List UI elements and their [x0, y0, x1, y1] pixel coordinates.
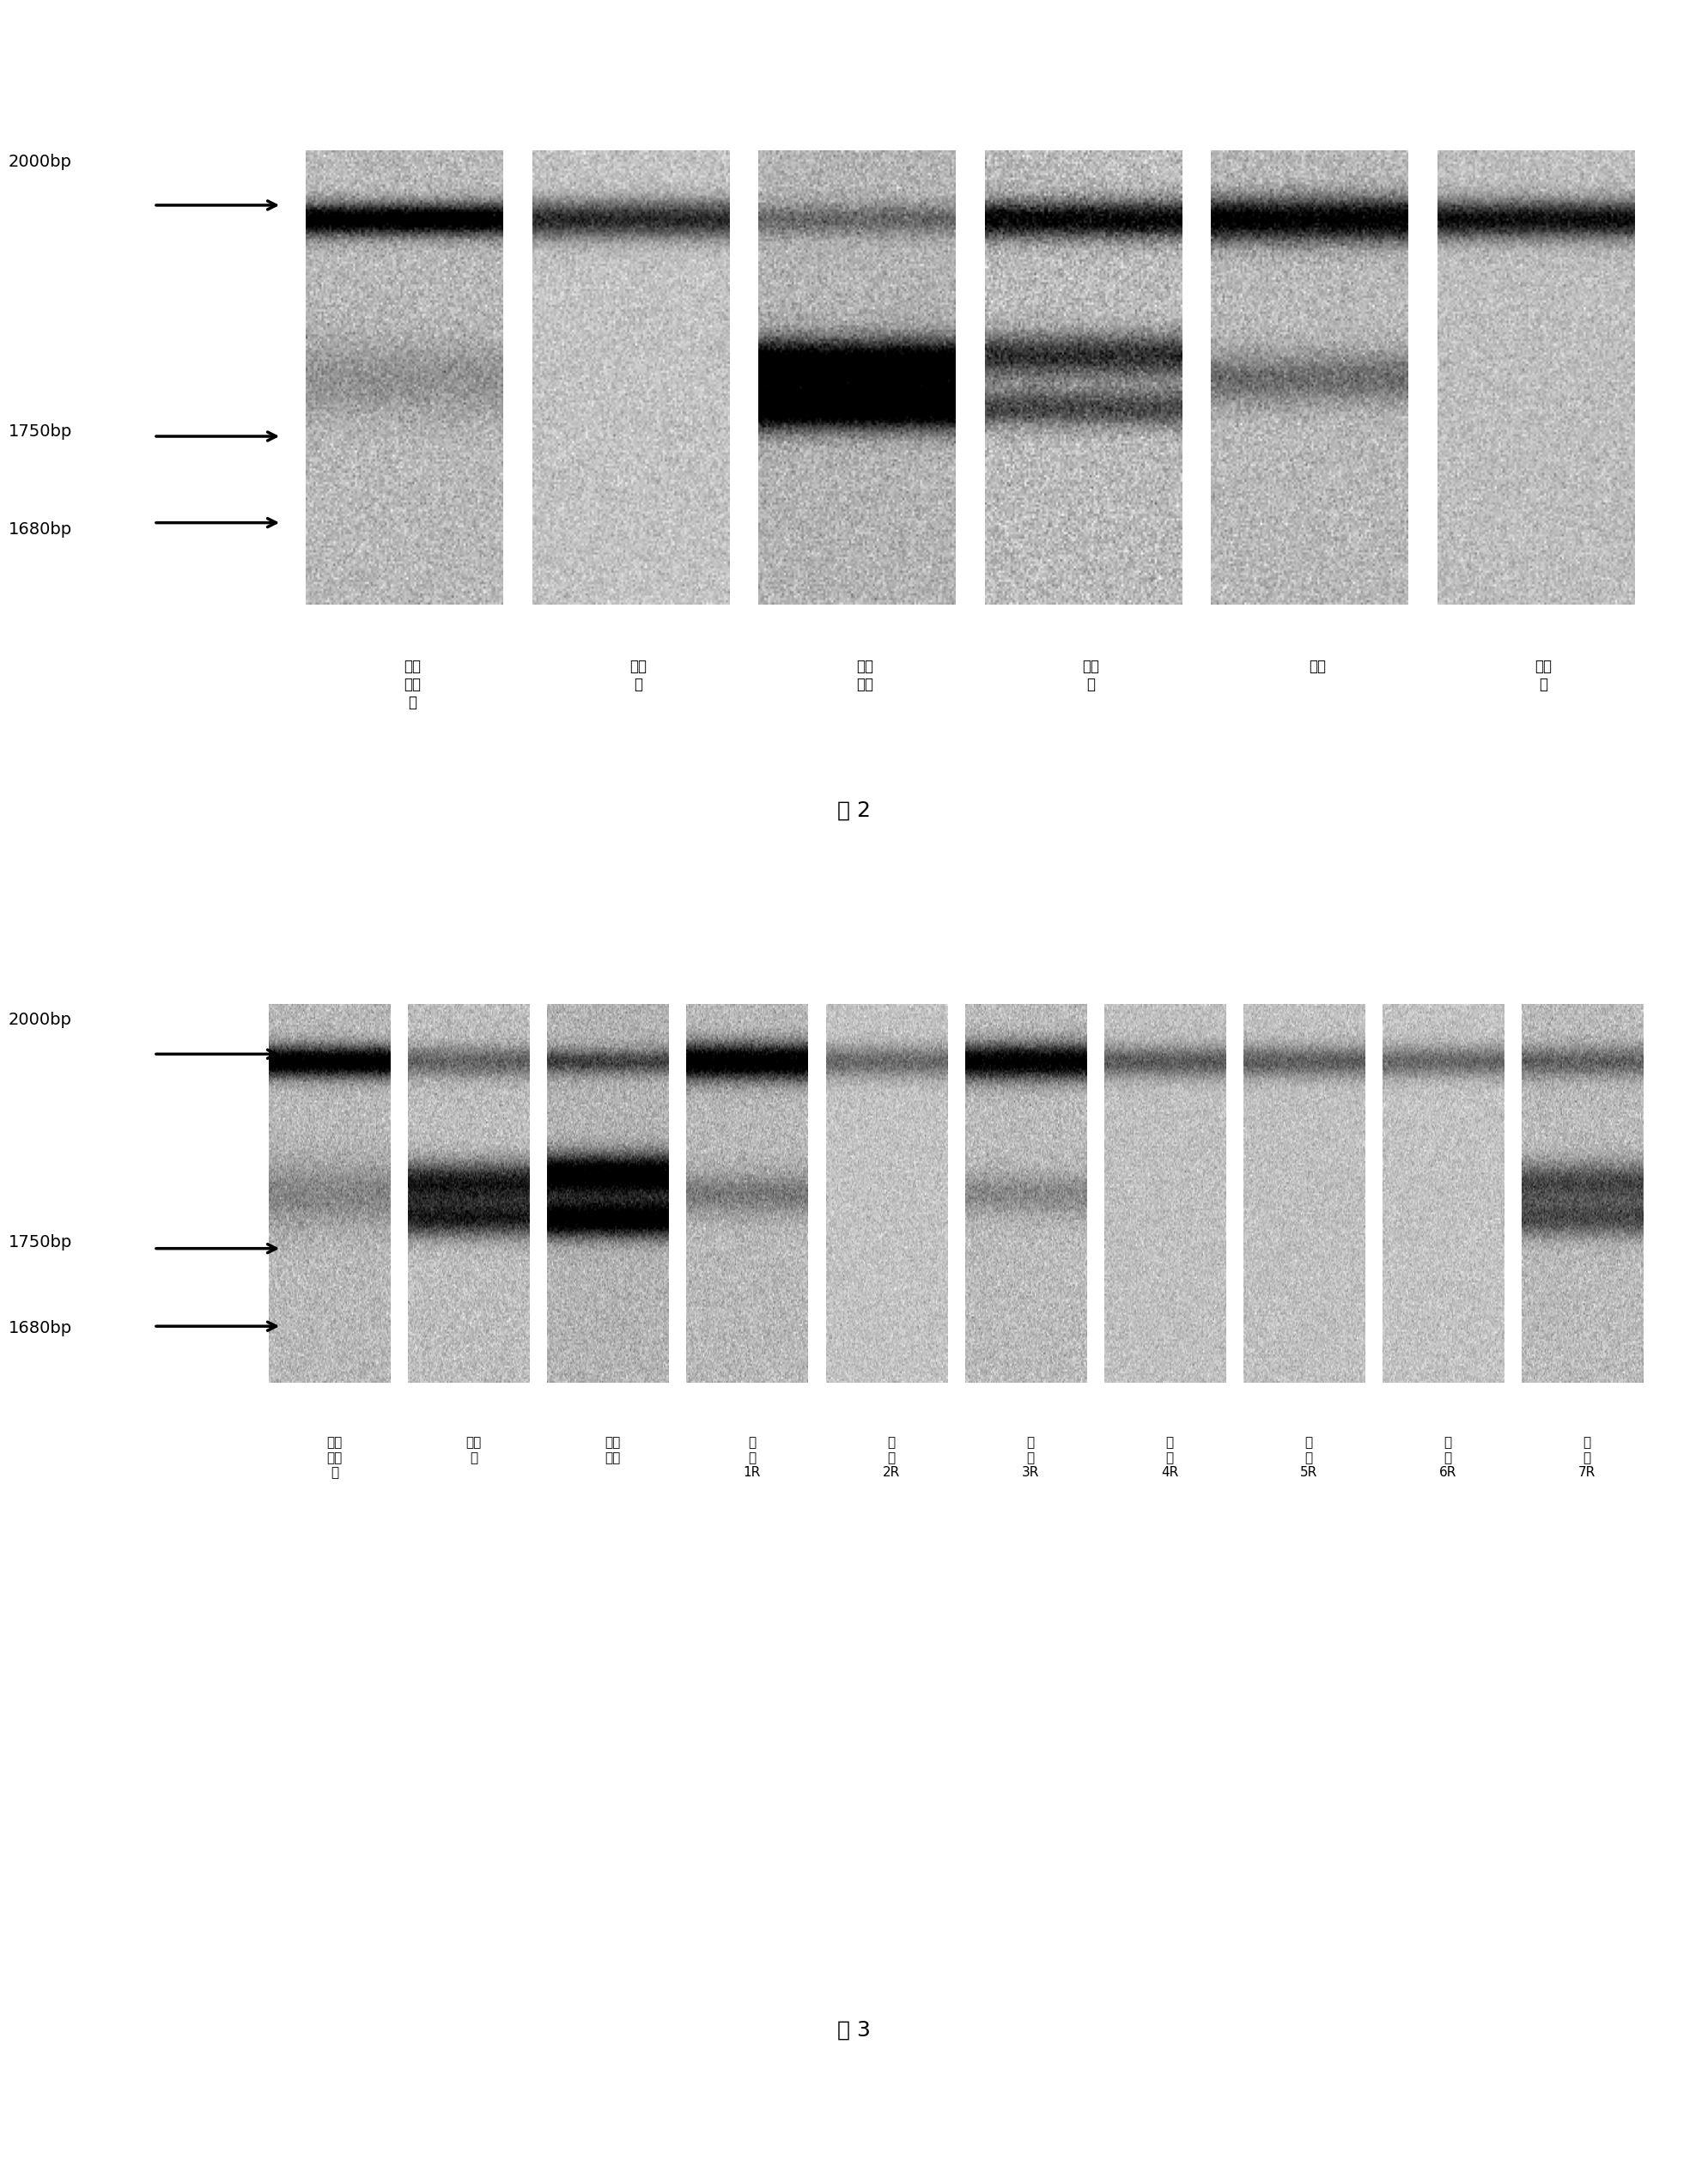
Text: 2000bp: 2000bp — [9, 1011, 72, 1028]
Text: 分子
量标
记: 分子 量标 记 — [326, 1436, 342, 1480]
Text: 附
加
5R: 附 加 5R — [1300, 1436, 1317, 1480]
Text: 附
加
7R: 附 加 7R — [1578, 1436, 1595, 1480]
Text: 附
加
1R: 附 加 1R — [743, 1436, 760, 1480]
Text: 1750bp: 1750bp — [9, 1233, 72, 1251]
Text: 中国
春: 中国 春 — [630, 659, 647, 691]
Text: 帝国
黑麦: 帝国 黑麦 — [605, 1436, 620, 1464]
Text: 图 3: 图 3 — [837, 2020, 871, 2041]
Text: 分子
量标
记: 分子 量标 记 — [403, 659, 420, 711]
Text: 中国
春: 中国 春 — [466, 1436, 482, 1464]
Text: 图 2: 图 2 — [837, 799, 871, 821]
Text: 1680bp: 1680bp — [9, 1320, 72, 1337]
Text: 附
加
3R: 附 加 3R — [1021, 1436, 1038, 1480]
Text: 1680bp: 1680bp — [9, 521, 72, 538]
Text: 2000bp: 2000bp — [9, 153, 72, 171]
Text: 簇毛
麦: 簇毛 麦 — [1083, 659, 1100, 691]
Text: 大麦: 大麦 — [1308, 659, 1325, 674]
Text: 附
加
4R: 附 加 4R — [1161, 1436, 1179, 1480]
Text: 1750bp: 1750bp — [9, 423, 72, 441]
Text: 附
加
6R: 附 加 6R — [1440, 1436, 1457, 1480]
Text: 鹅观
草: 鹅观 草 — [1535, 659, 1553, 691]
Text: 附
加
2R: 附 加 2R — [883, 1436, 900, 1480]
Text: 帝国
黑麦: 帝国 黑麦 — [856, 659, 873, 691]
